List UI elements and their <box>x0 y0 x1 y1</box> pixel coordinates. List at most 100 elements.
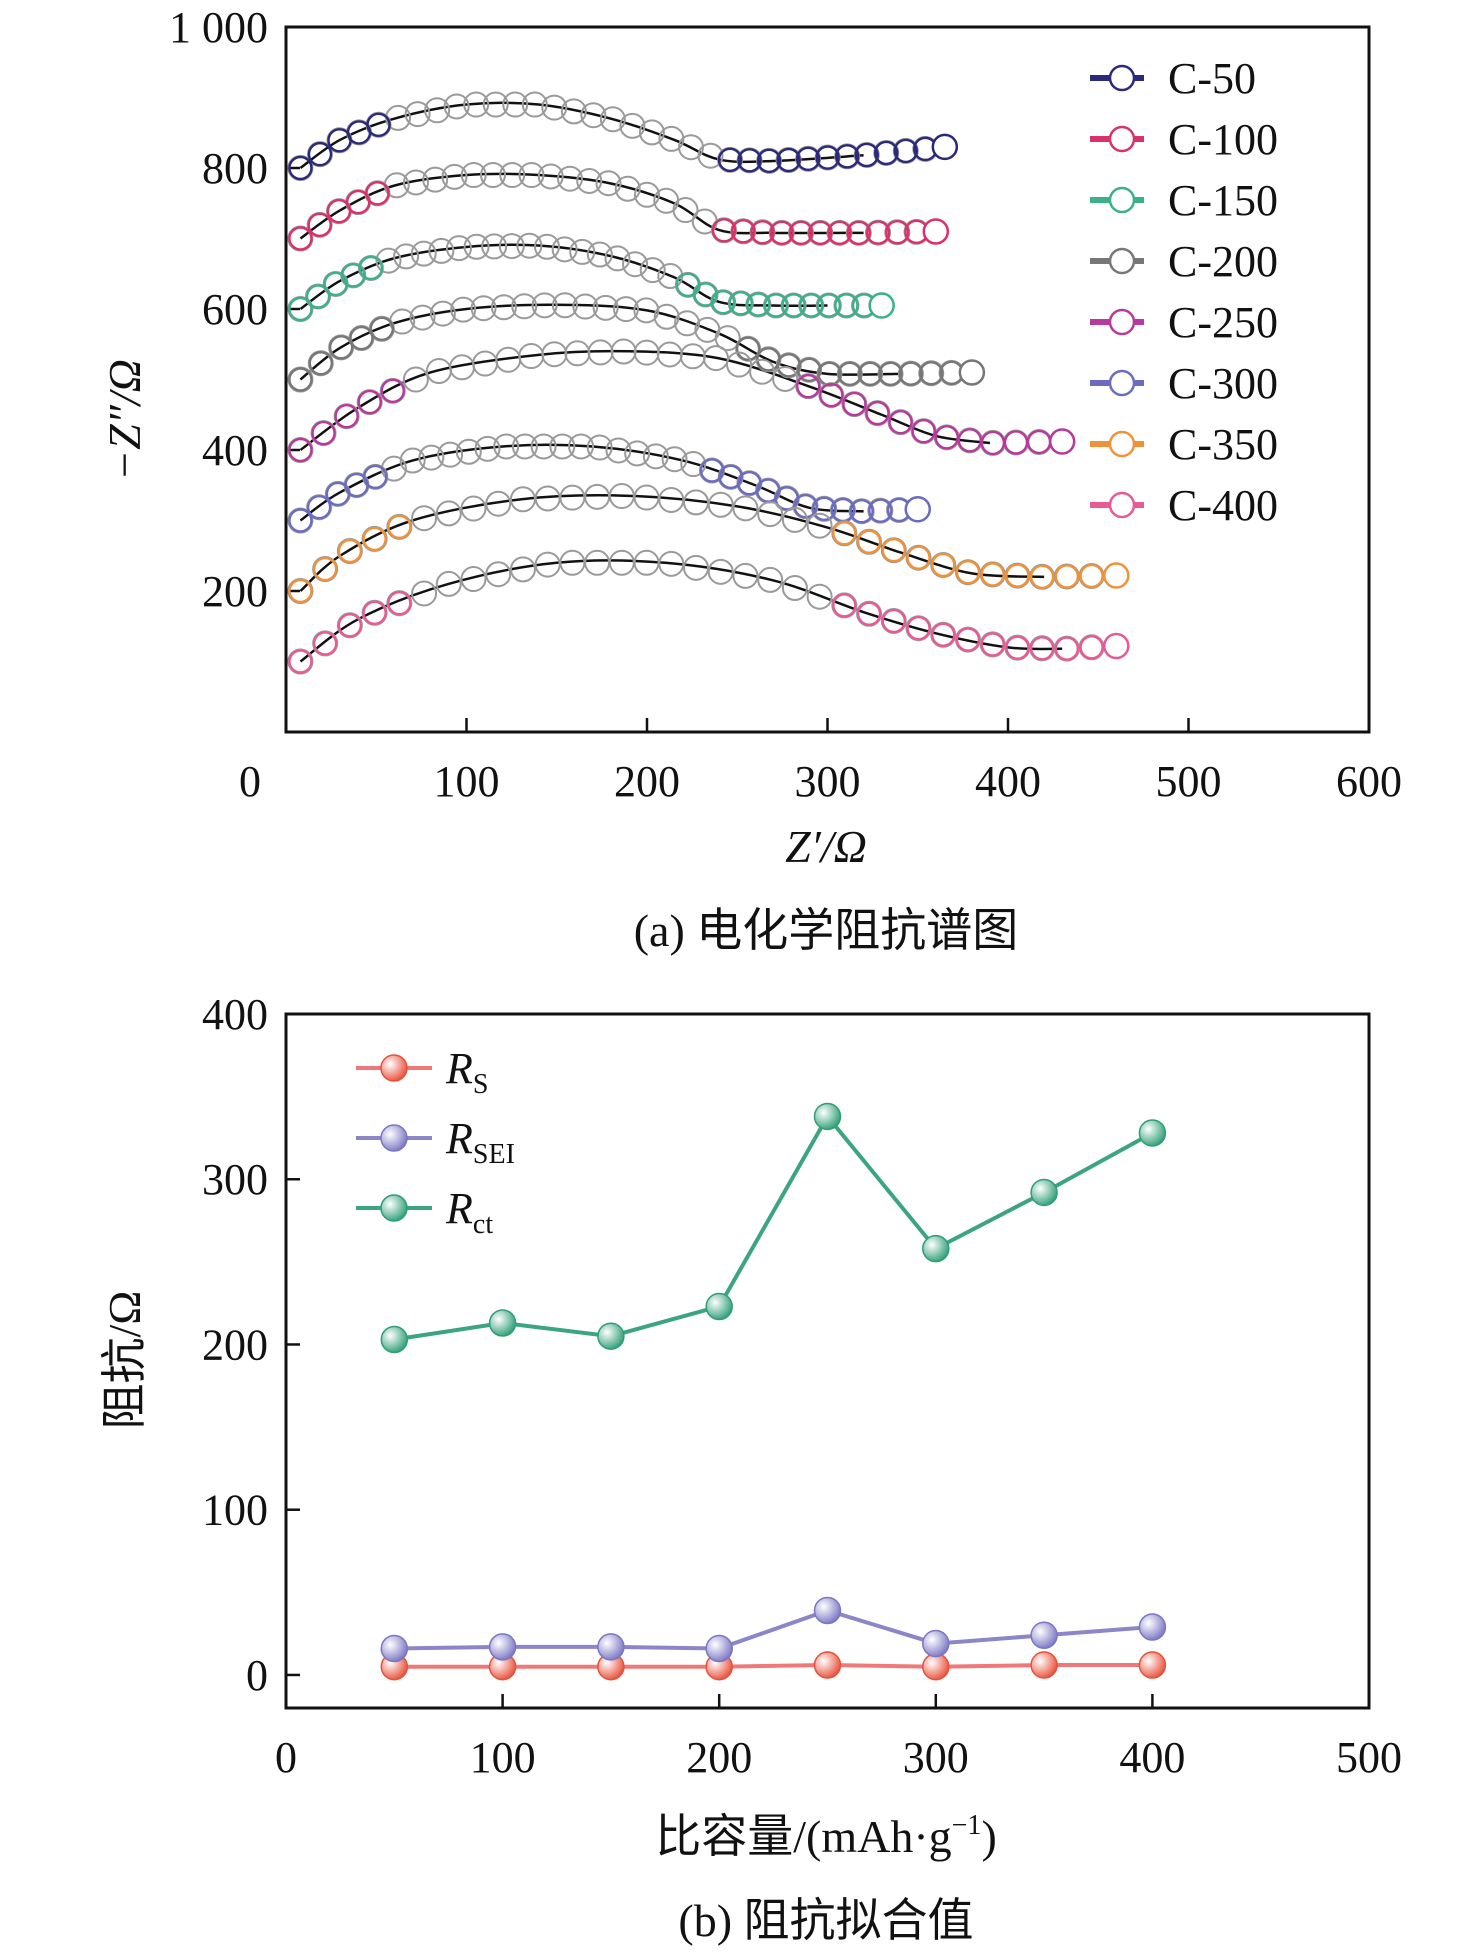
legend-label: RS <box>445 1044 488 1100</box>
eis-point-colored <box>735 336 761 361</box>
eis-point <box>697 142 724 169</box>
eis-point-colored <box>365 181 390 206</box>
eis-point <box>638 119 665 146</box>
eis-point-colored <box>307 212 332 238</box>
series-point <box>705 1292 733 1321</box>
eis-point <box>482 91 509 118</box>
fit-curve <box>299 349 991 452</box>
eis-point <box>757 501 784 528</box>
eis-point <box>551 236 578 263</box>
eis-point-colored <box>906 616 931 641</box>
eis-point-colored <box>288 578 313 604</box>
eis-point-colored <box>710 290 736 315</box>
series-point <box>1138 1613 1167 1641</box>
eis-point-colored <box>731 219 756 244</box>
eis-point-colored <box>834 293 859 318</box>
eis-point-colored <box>911 418 936 444</box>
eis-point-colored <box>832 521 857 546</box>
eis-end-point <box>1048 428 1076 455</box>
eis-point-colored <box>337 613 363 638</box>
series-point <box>1138 1651 1167 1679</box>
eis-point <box>375 247 402 274</box>
eis-point <box>656 341 683 368</box>
eis-point-colored <box>387 514 412 540</box>
eis-point <box>781 506 808 533</box>
panel-b-ylabel: 阻抗/Ω <box>99 1291 150 1430</box>
x-tick-label: 400 <box>975 757 1041 806</box>
eis-point-colored <box>793 493 818 519</box>
eis-point <box>499 162 526 189</box>
series-point <box>380 1634 409 1663</box>
eis-point <box>806 583 833 610</box>
eis-point-colored <box>868 498 893 523</box>
legend-label: C-250 <box>1168 298 1278 347</box>
eis-point-colored <box>931 552 956 578</box>
eis-point <box>714 325 741 352</box>
eis-point <box>485 561 512 588</box>
eis-point <box>608 549 635 576</box>
eis-point-colored <box>919 361 944 386</box>
eis-point-colored <box>288 367 313 392</box>
eis-point <box>518 162 545 189</box>
eis-point-colored <box>906 545 931 570</box>
eis-point <box>605 437 632 464</box>
panel-a-ylabel: −Z″/Ω <box>99 359 150 481</box>
series-point <box>597 1322 625 1350</box>
eis-point-colored <box>1054 636 1080 661</box>
eis-point-colored <box>856 529 882 554</box>
eis-end-point <box>904 495 931 523</box>
eis-point-colored <box>856 601 882 626</box>
eis-point-colored <box>898 361 924 386</box>
eis-point-colored <box>857 361 883 387</box>
eis-point-colored <box>834 144 860 169</box>
eis-point <box>402 169 429 196</box>
legend-label: C-300 <box>1168 359 1278 408</box>
eis-point-colored <box>795 146 821 171</box>
legend-label: C-50 <box>1168 54 1256 103</box>
panel-a-xlabel: Z′/Ω <box>785 821 867 872</box>
eis-point-colored <box>349 325 374 351</box>
eis-point-colored <box>934 425 959 450</box>
eis-point <box>772 365 799 392</box>
eis-point-colored <box>288 437 313 463</box>
series-point <box>1138 1119 1167 1147</box>
x-tick-label: 100 <box>434 757 500 806</box>
eis-point <box>481 233 508 260</box>
x-tick-label: 400 <box>1119 1733 1185 1782</box>
eis-point-colored <box>808 220 833 246</box>
eis-point-colored <box>763 293 789 318</box>
series-line <box>394 1608 1153 1651</box>
series-line <box>394 1663 1153 1669</box>
x-tick-label: 0 <box>239 757 261 806</box>
eis-point-colored <box>878 361 903 387</box>
eis-point-colored <box>1029 564 1055 590</box>
eis-point-colored <box>955 627 981 652</box>
eis-point-colored <box>1026 429 1052 455</box>
series-point <box>380 1325 409 1354</box>
legend-swatch-marker <box>1108 308 1136 336</box>
panel-b-caption: (b) 阻抗拟合值 <box>678 1895 973 1946</box>
eis-point <box>732 562 759 589</box>
panel-b-xlabel-close: ) <box>981 1811 996 1862</box>
y-tick-label: 200 <box>202 1320 268 1369</box>
eis-point <box>586 434 613 461</box>
series-point <box>1030 1651 1058 1679</box>
eis-point-colored <box>1005 563 1030 588</box>
eis-point <box>560 98 587 125</box>
eis-point <box>586 241 613 268</box>
eis-point <box>521 91 548 118</box>
eis-point <box>584 549 611 576</box>
eis-point-colored <box>756 148 782 174</box>
eis-point-colored <box>837 361 863 387</box>
eis-point-colored <box>788 220 814 246</box>
y-tick-label: 300 <box>202 1155 268 1204</box>
eis-point <box>599 106 626 133</box>
eis-point <box>470 295 497 322</box>
panel-b-legend: RS RSEI Rct <box>356 1044 515 1240</box>
eis-point-colored <box>312 556 338 582</box>
eis-end-point <box>931 133 959 161</box>
eis-point <box>511 293 538 320</box>
eis-point <box>445 235 472 262</box>
eis-point-colored <box>288 226 313 251</box>
